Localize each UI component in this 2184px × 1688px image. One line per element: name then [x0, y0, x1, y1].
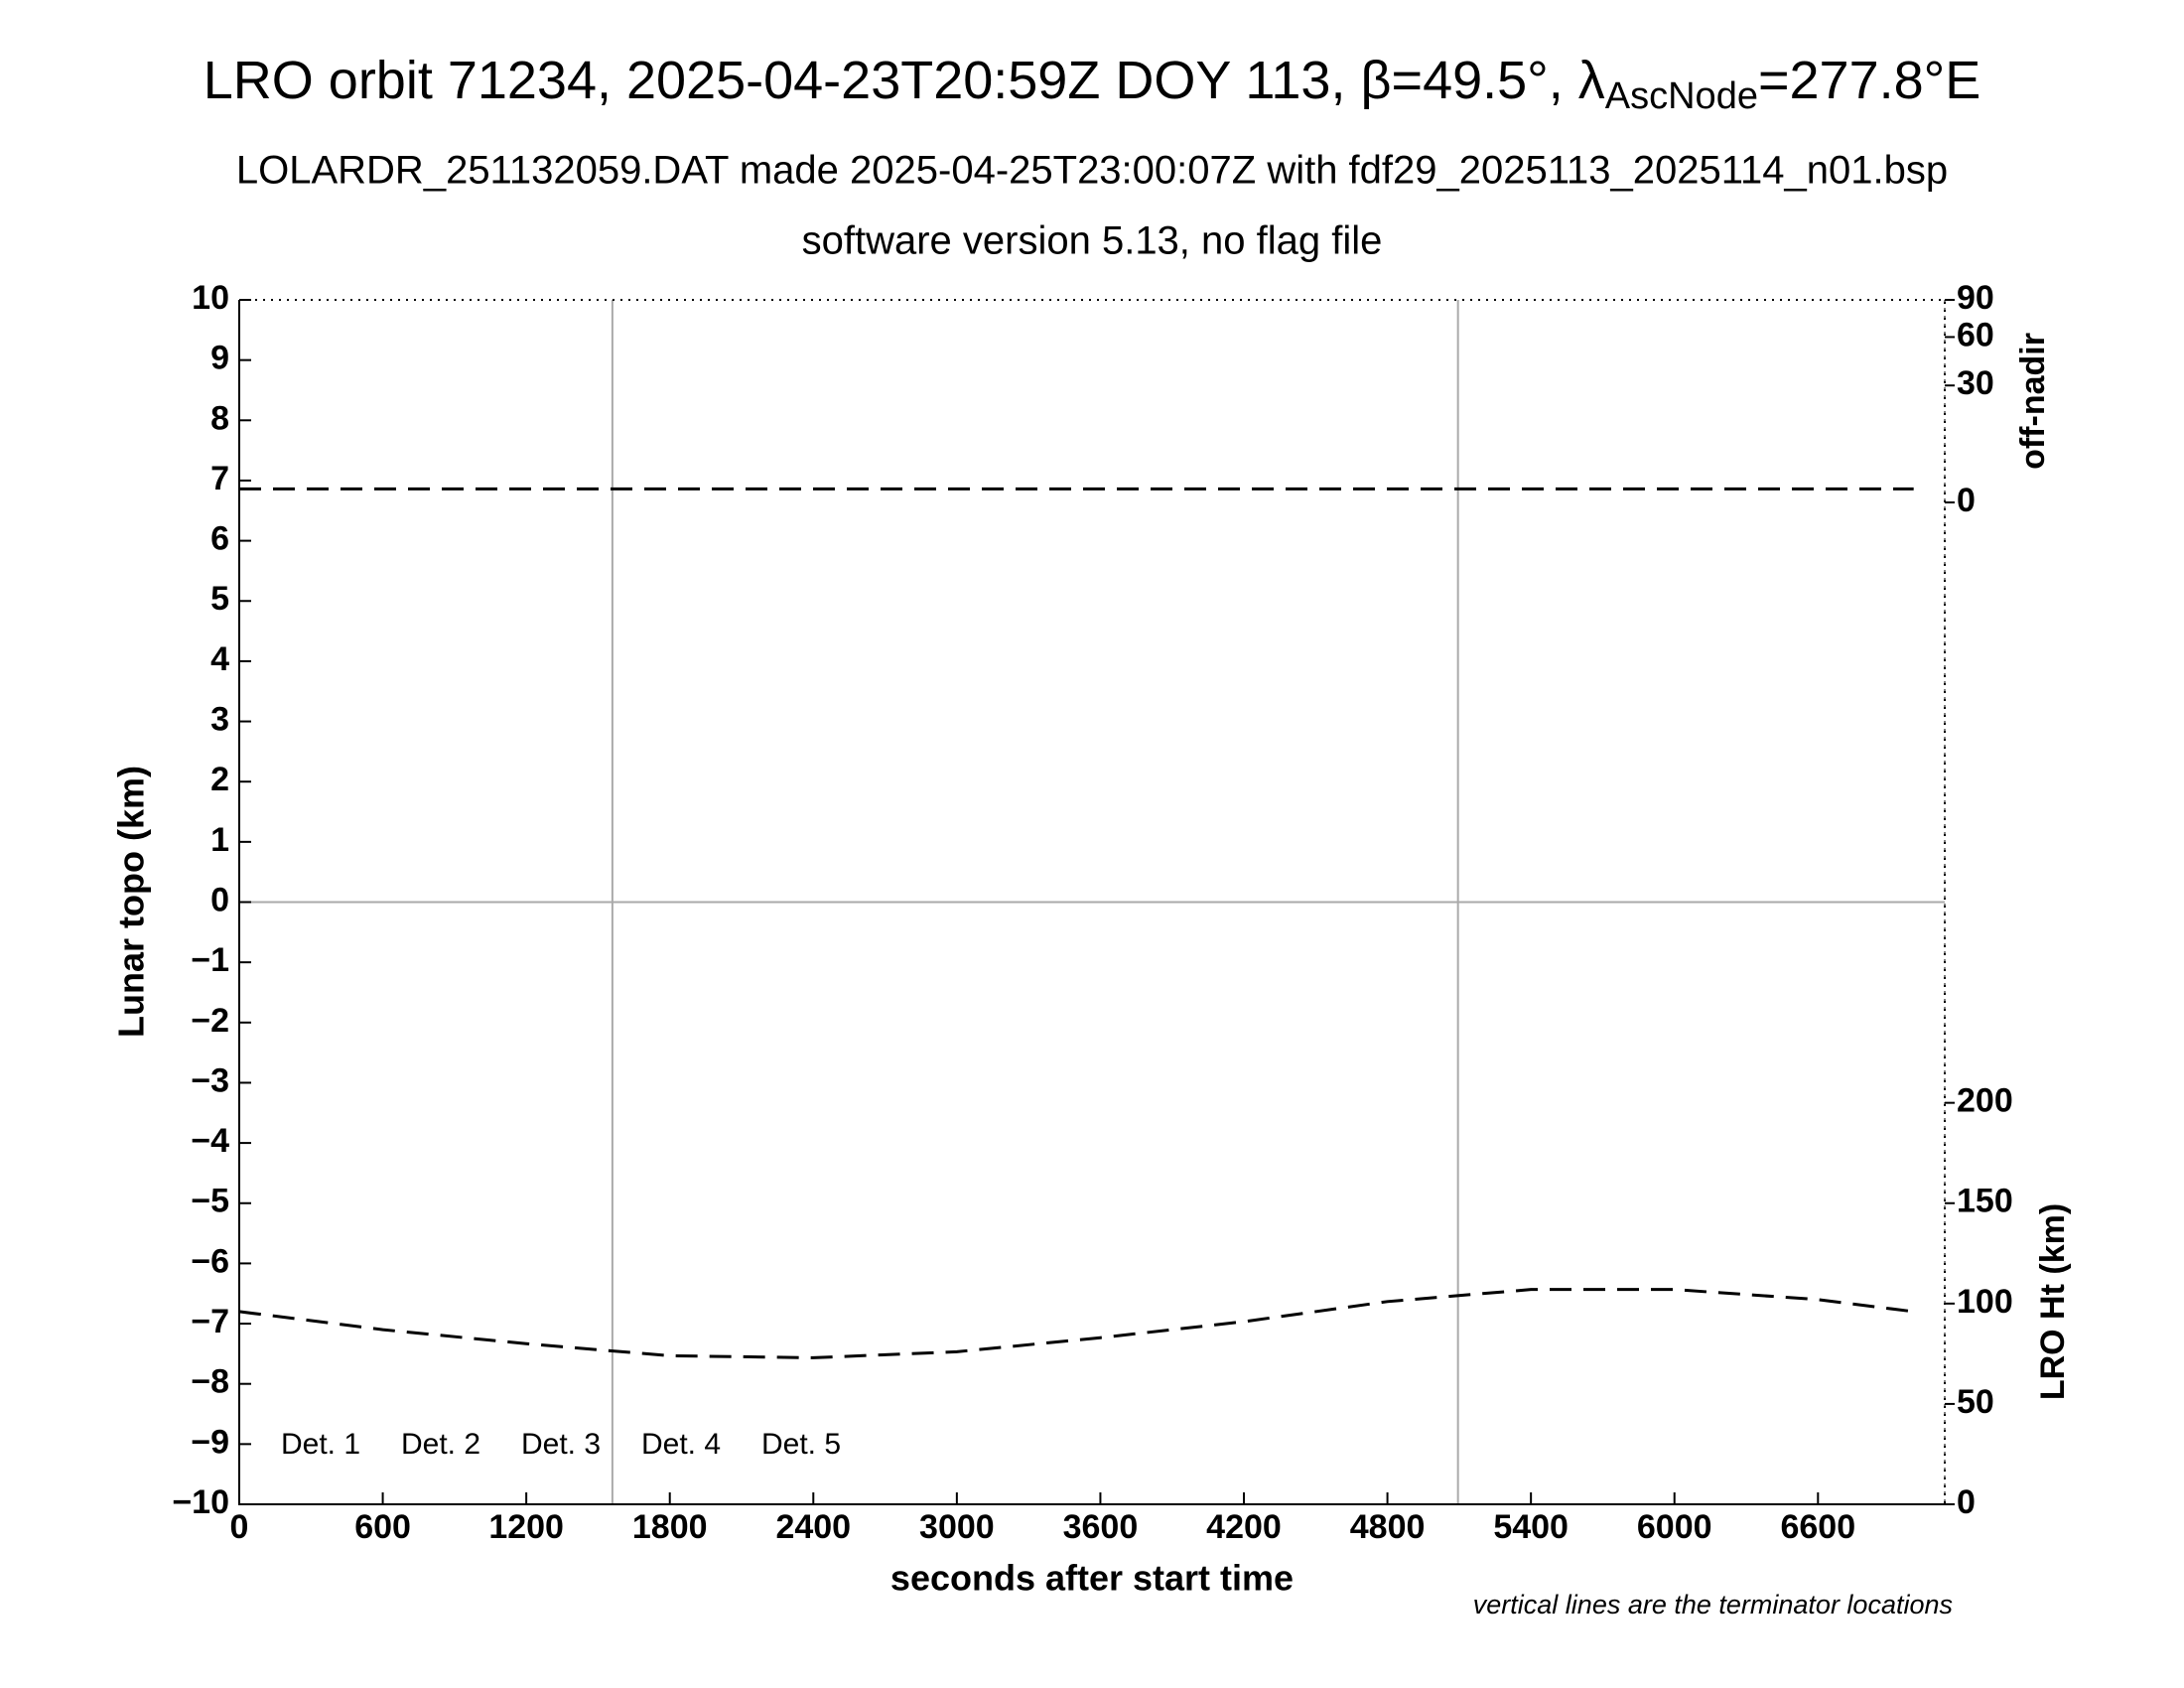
- y3-tick-label: 200: [1957, 1082, 2013, 1120]
- y-tick-label: 8: [210, 399, 229, 437]
- y-tick-label: 10: [192, 279, 229, 317]
- y3-tick-label: 150: [1957, 1183, 2013, 1220]
- x-tick-label: 3600: [1063, 1508, 1139, 1546]
- y-tick-label: −4: [191, 1122, 229, 1160]
- subtitle: LOLARDR_251132059.DAT made 2025-04-25T23…: [236, 149, 1948, 193]
- y-tick-label: −8: [191, 1363, 229, 1401]
- y-axis-label: Lunar topo (km): [111, 766, 152, 1038]
- y3-axis-label: LRO Ht (km): [2034, 1203, 2072, 1400]
- y-tick-label: −7: [191, 1303, 229, 1340]
- x-tick-label: 4200: [1206, 1508, 1282, 1546]
- x-tick-label: 1800: [632, 1508, 708, 1546]
- y-tick-label: −3: [191, 1061, 229, 1099]
- x-tick-label: 2400: [775, 1508, 851, 1546]
- y2-tick-label: 90: [1957, 279, 1994, 317]
- legend-entry: Det. 1: [281, 1428, 360, 1461]
- y-tick-label: 2: [210, 761, 229, 798]
- y2-axis-label: off-nadir: [2014, 333, 2052, 470]
- legend-entry: Det. 3: [521, 1428, 601, 1461]
- note: vertical lines are the terminator locati…: [1473, 1590, 1953, 1619]
- y-tick-label: 1: [210, 821, 229, 859]
- y-tick-label: −1: [191, 941, 229, 979]
- y-tick-label: 4: [210, 640, 229, 678]
- y3-tick-label: 0: [1957, 1483, 1976, 1521]
- title-part: =277.8°E: [1758, 51, 1980, 110]
- x-tick-label: 6000: [1637, 1508, 1712, 1546]
- series-line: [238, 1288, 1914, 1359]
- x-tick-label: 600: [354, 1508, 411, 1546]
- y-tick-label: 9: [210, 340, 229, 377]
- y3-tick-label: 50: [1957, 1383, 1994, 1421]
- x-tick-label: 1200: [488, 1508, 564, 1546]
- x-tick-label: 4800: [1350, 1508, 1426, 1546]
- chart-title: LRO orbit 71234, 2025-04-23T20:59Z DOY 1…: [204, 51, 1981, 117]
- x-tick-label: 0: [230, 1508, 249, 1546]
- legend-entry: Det. 5: [761, 1428, 841, 1461]
- x-tick-label: 6600: [1780, 1508, 1855, 1546]
- y-tick-label: 5: [210, 580, 229, 618]
- y-tick-label: 0: [210, 881, 229, 918]
- title-part: LRO orbit 71234, 2025-04-23T20:59Z DOY 1…: [204, 51, 1605, 110]
- y-tick-label: −6: [191, 1242, 229, 1280]
- y-tick-label: 3: [210, 701, 229, 739]
- legend-entry: Det. 4: [641, 1428, 721, 1461]
- title-subscript: AscNode: [1605, 75, 1758, 117]
- y2-tick-label: 30: [1957, 364, 1994, 402]
- x-axis-label: seconds after start time: [890, 1558, 1294, 1599]
- subtitle: software version 5.13, no flag file: [802, 219, 1383, 263]
- y-tick-label: −10: [172, 1483, 229, 1521]
- y2-tick-label: 0: [1957, 482, 1976, 519]
- y-tick-label: −9: [191, 1423, 229, 1461]
- x-tick-label: 5400: [1493, 1508, 1569, 1546]
- y-tick-label: 7: [210, 460, 229, 497]
- y2-tick-label: 60: [1957, 316, 1994, 353]
- legend-entry: Det. 2: [401, 1428, 480, 1461]
- y3-tick-label: 100: [1957, 1283, 2013, 1321]
- y-tick-label: −2: [191, 1002, 229, 1040]
- y-tick-label: 6: [210, 520, 229, 558]
- x-tick-label: 3000: [919, 1508, 995, 1546]
- y-tick-label: −5: [191, 1183, 229, 1220]
